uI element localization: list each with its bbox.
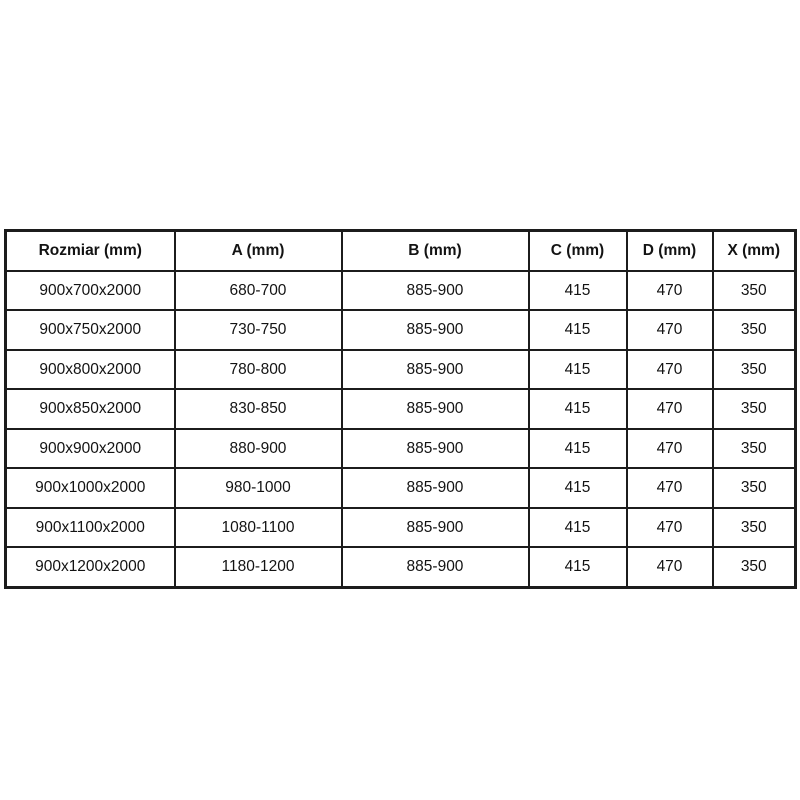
cell-a: 980-1000 xyxy=(173,467,343,509)
cell-b: 885-900 xyxy=(340,427,530,469)
column-header-b: B (mm) xyxy=(340,229,530,272)
cell-rozmiar: 900x700x2000 xyxy=(4,269,176,311)
cell-b: 885-900 xyxy=(340,269,530,311)
cell-b: 885-900 xyxy=(340,309,530,351)
cell-d: 470 xyxy=(625,506,714,548)
cell-x: 350 xyxy=(711,546,797,588)
cell-rozmiar: 900x750x2000 xyxy=(4,309,176,351)
cell-a: 1080-1100 xyxy=(173,506,343,548)
table-row: 900x1000x2000 980-1000 885-900 415 470 3… xyxy=(4,467,797,509)
table-row: 900x700x2000 680-700 885-900 415 470 350 xyxy=(4,269,797,311)
table-row: 900x750x2000 730-750 885-900 415 470 350 xyxy=(4,309,797,351)
cell-b: 885-900 xyxy=(340,388,530,430)
cell-a: 880-900 xyxy=(173,427,343,469)
table-row: 900x800x2000 780-800 885-900 415 470 350 xyxy=(4,348,797,390)
cell-b: 885-900 xyxy=(340,506,530,548)
cell-a: 780-800 xyxy=(173,348,343,390)
cell-x: 350 xyxy=(711,506,797,548)
cell-x: 350 xyxy=(711,427,797,469)
cell-rozmiar: 900x1200x2000 xyxy=(4,546,176,588)
cell-d: 470 xyxy=(625,546,714,588)
column-header-rozmiar: Rozmiar (mm) xyxy=(4,229,176,272)
cell-rozmiar: 900x1000x2000 xyxy=(4,467,176,509)
cell-d: 470 xyxy=(625,467,714,509)
table-row: 900x1200x2000 1180-1200 885-900 415 470 … xyxy=(4,546,797,588)
column-header-d: D (mm) xyxy=(625,229,714,272)
column-header-x: X (mm) xyxy=(711,229,797,272)
cell-c: 415 xyxy=(527,506,628,548)
cell-d: 470 xyxy=(625,269,714,311)
cell-rozmiar: 900x850x2000 xyxy=(4,388,176,430)
column-header-a: A (mm) xyxy=(173,229,343,272)
cell-d: 470 xyxy=(625,348,714,390)
cell-c: 415 xyxy=(527,309,628,351)
cell-c: 415 xyxy=(527,467,628,509)
header-row: Rozmiar (mm) A (mm) B (mm) C (mm) D (mm)… xyxy=(4,229,797,272)
cell-rozmiar: 900x800x2000 xyxy=(4,348,176,390)
cell-a: 730-750 xyxy=(173,309,343,351)
cell-x: 350 xyxy=(711,348,797,390)
cell-a: 680-700 xyxy=(173,269,343,311)
cell-b: 885-900 xyxy=(340,546,530,588)
cell-a: 1180-1200 xyxy=(173,546,343,588)
dimensions-table: Rozmiar (mm) A (mm) B (mm) C (mm) D (mm)… xyxy=(4,229,797,589)
cell-x: 350 xyxy=(711,467,797,509)
cell-a: 830-850 xyxy=(173,388,343,430)
cell-c: 415 xyxy=(527,546,628,588)
cell-c: 415 xyxy=(527,348,628,390)
cell-b: 885-900 xyxy=(340,348,530,390)
cell-d: 470 xyxy=(625,388,714,430)
cell-x: 350 xyxy=(711,309,797,351)
cell-x: 350 xyxy=(711,388,797,430)
cell-c: 415 xyxy=(527,269,628,311)
cell-x: 350 xyxy=(711,269,797,311)
cell-rozmiar: 900x1100x2000 xyxy=(4,506,176,548)
cell-b: 885-900 xyxy=(340,467,530,509)
cell-c: 415 xyxy=(527,427,628,469)
cell-d: 470 xyxy=(625,309,714,351)
cell-d: 470 xyxy=(625,427,714,469)
table-row: 900x1100x2000 1080-1100 885-900 415 470 … xyxy=(4,506,797,548)
table-row: 900x850x2000 830-850 885-900 415 470 350 xyxy=(4,388,797,430)
table-row: 900x900x2000 880-900 885-900 415 470 350 xyxy=(4,427,797,469)
cell-rozmiar: 900x900x2000 xyxy=(4,427,176,469)
cell-c: 415 xyxy=(527,388,628,430)
column-header-c: C (mm) xyxy=(527,229,628,272)
